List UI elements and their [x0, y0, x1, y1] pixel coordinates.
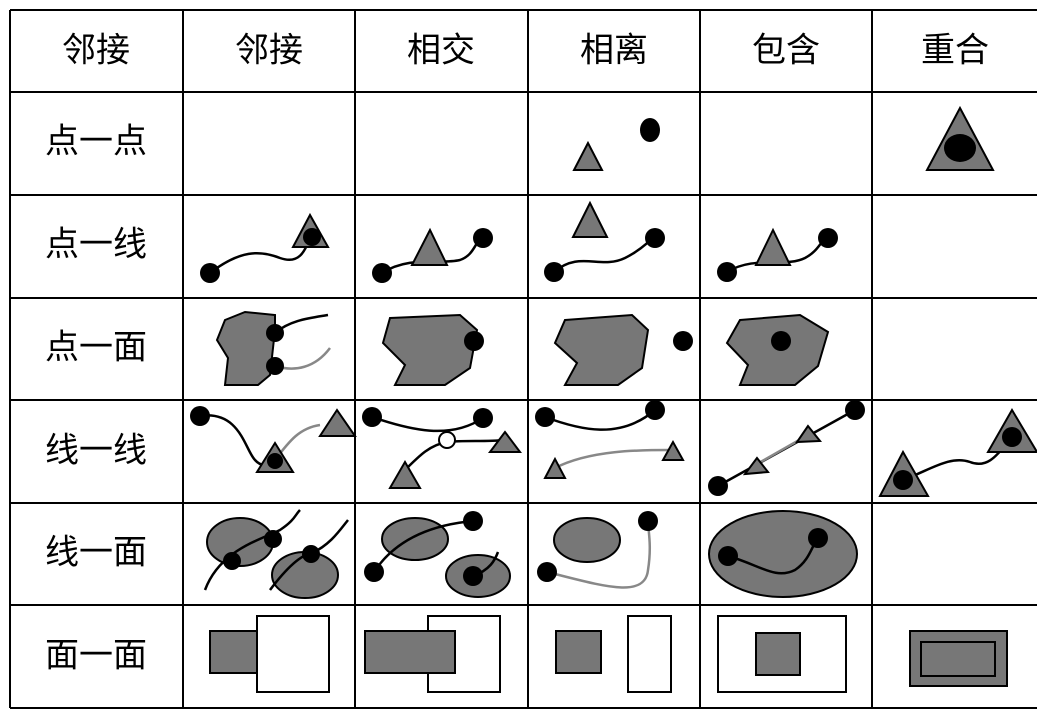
header-cell: 相离 — [580, 31, 648, 71]
row-label: 点一面 — [45, 328, 147, 368]
row-label: 面一面 — [45, 636, 147, 676]
row-label: 线一面 — [45, 533, 147, 573]
icons — [190, 105, 1037, 693]
header-cell: 重合 — [921, 31, 989, 71]
header-cell: 邻接 — [235, 31, 303, 71]
header-cell: 邻接 — [62, 31, 130, 71]
header-cell: 相交 — [407, 31, 475, 71]
header-cell: 包含 — [752, 31, 820, 71]
row-label: 点一点 — [45, 122, 147, 162]
row-label: 线一线 — [45, 431, 147, 471]
row-label: 点一线 — [45, 225, 147, 265]
table-grid — [9, 9, 1037, 709]
